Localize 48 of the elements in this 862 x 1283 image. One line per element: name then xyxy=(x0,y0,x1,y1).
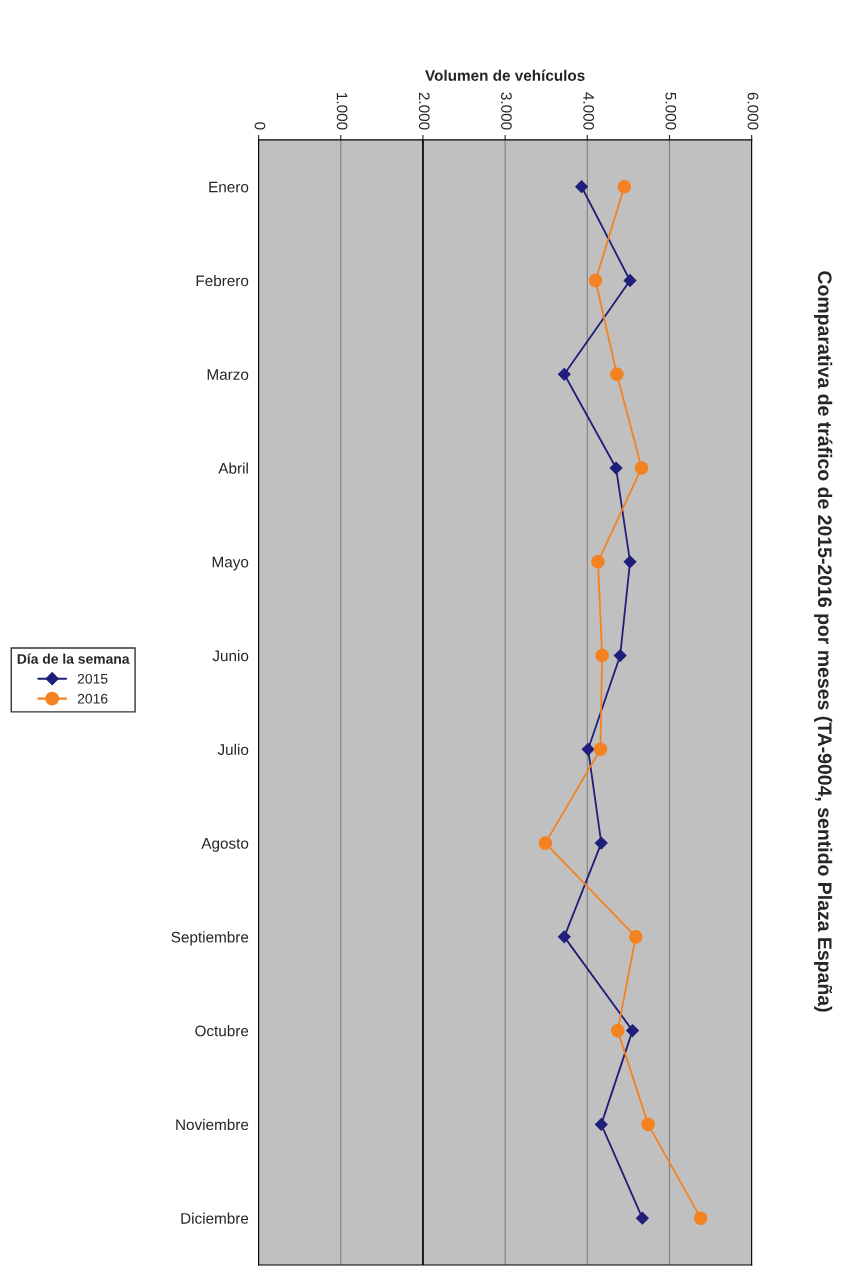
y-tick-label: Agosto xyxy=(201,838,249,852)
y-tick-label: Mayo xyxy=(212,556,249,571)
legend-title: Día de la semana xyxy=(17,653,130,664)
point xyxy=(623,274,637,287)
x-axis-title: Volumen de vehículos xyxy=(425,69,585,81)
point xyxy=(588,273,603,288)
y-tick-label: Septiembre xyxy=(171,931,249,946)
y-tick-label: Diciembre xyxy=(181,1212,249,1224)
y-tick-label: Julio xyxy=(217,743,249,756)
point xyxy=(538,836,553,850)
point xyxy=(557,367,571,381)
point xyxy=(593,742,608,757)
point xyxy=(594,1117,608,1131)
text: Comparativa de tráfico de 2015-2016 por meses (TA-9004, sentido Plaza España) xyxy=(814,271,833,1012)
point xyxy=(557,930,571,944)
point xyxy=(641,1117,655,1132)
y-tick-label: Enero xyxy=(209,181,249,193)
y-tick-label: Marzo xyxy=(207,369,249,380)
x-tick-label: 1.000 xyxy=(336,93,348,130)
legend-label: 2016 xyxy=(77,693,108,704)
point xyxy=(613,649,627,662)
point xyxy=(610,367,624,382)
point xyxy=(610,1023,625,1038)
x-tick-label: 3.000 xyxy=(501,92,512,130)
y-tick-label: Noviembre xyxy=(176,1118,249,1131)
point xyxy=(581,742,595,756)
point xyxy=(575,180,588,194)
point xyxy=(591,555,605,569)
x-tick-label: 4.000 xyxy=(583,92,595,130)
x-tick-label: 5.000 xyxy=(665,92,677,130)
x-tick-label: 6.000 xyxy=(747,92,759,130)
y-tick-label: Abril xyxy=(218,462,248,474)
y-tick-label: Octubre xyxy=(195,1025,249,1037)
point xyxy=(634,461,649,475)
point xyxy=(629,930,643,944)
point xyxy=(595,648,609,663)
point xyxy=(626,1024,639,1038)
point xyxy=(623,555,637,569)
x-tick-label: 2.000 xyxy=(418,92,430,130)
point xyxy=(693,1211,708,1225)
point xyxy=(617,179,632,194)
legend-label: 2015 xyxy=(77,673,108,684)
point xyxy=(635,1211,649,1225)
point xyxy=(609,461,623,475)
x-tick-label: 0 xyxy=(254,122,266,130)
y-tick-label: Junio xyxy=(212,650,249,662)
point xyxy=(594,836,608,850)
y-tick-label: Febrero xyxy=(196,274,249,287)
